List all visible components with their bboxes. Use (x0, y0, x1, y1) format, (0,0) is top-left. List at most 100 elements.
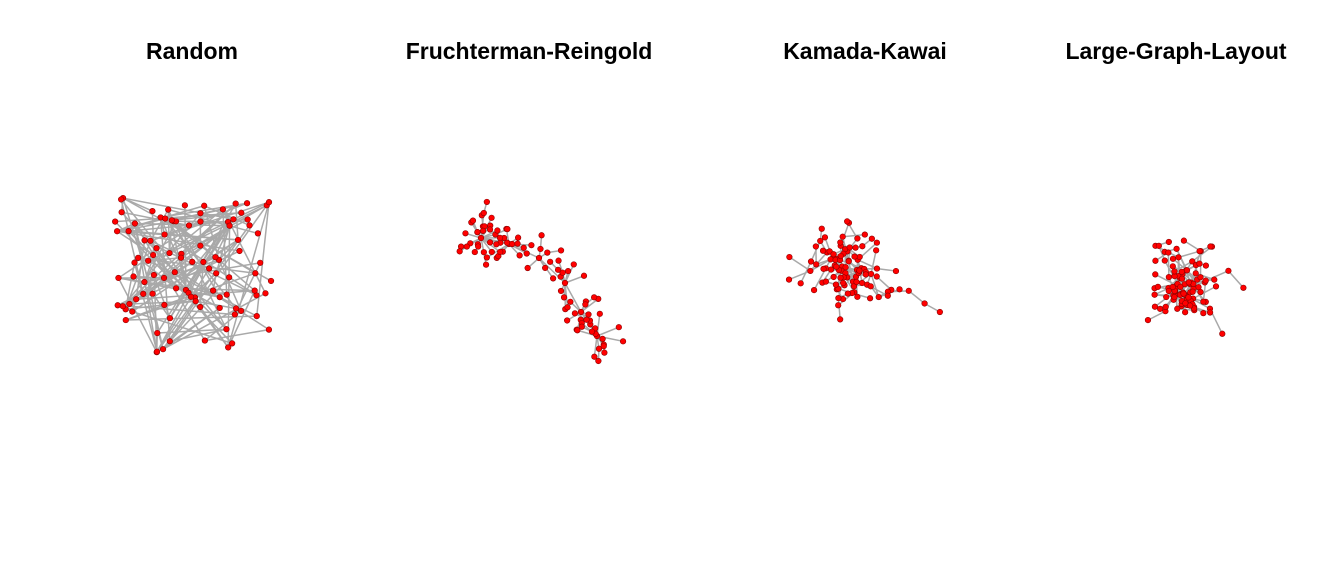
graph-node (197, 210, 204, 217)
graph-node (599, 335, 606, 342)
graph-edge (837, 298, 841, 320)
graph-node (1163, 293, 1170, 301)
graph-node (567, 298, 574, 305)
graph-node (830, 273, 837, 281)
graph-node (153, 245, 160, 252)
graph-node (118, 196, 125, 203)
graph-node (253, 312, 260, 320)
graph-node (578, 323, 585, 330)
graph-node (856, 253, 863, 261)
graph-node (1165, 274, 1172, 281)
graph-node (514, 240, 521, 247)
graph-node (197, 242, 204, 249)
graph-node (1196, 260, 1203, 267)
graph-node (166, 315, 174, 322)
graph-node (234, 236, 242, 244)
graph-node (1169, 263, 1176, 270)
graph-node (615, 324, 622, 331)
graph-node (267, 277, 275, 285)
graph-edge (215, 225, 231, 274)
graph-edge (580, 298, 599, 313)
graph-node (150, 251, 157, 259)
graph-node (477, 234, 485, 242)
graph-node (168, 217, 175, 224)
graph-edge (227, 290, 256, 348)
graph-node (1211, 276, 1218, 283)
graph-node (122, 316, 129, 324)
graph-node (564, 267, 572, 275)
graph-node (189, 258, 196, 265)
graph-node (619, 338, 627, 345)
graph-edge (162, 292, 266, 350)
graph-node (216, 304, 223, 312)
graph-node (786, 253, 793, 261)
graph-node (595, 357, 602, 365)
graph-node (166, 249, 173, 257)
graph-edge (564, 275, 585, 284)
graph-node (557, 287, 565, 295)
panel-random: Random (24, 0, 360, 576)
graph-node (141, 278, 148, 286)
graph-node (185, 222, 193, 229)
graph-node (822, 278, 829, 285)
graph-node (559, 269, 566, 276)
graph-node (819, 247, 827, 254)
graph-node (145, 257, 152, 264)
graph-node (854, 293, 861, 300)
graph-node (231, 311, 238, 318)
graph-node (520, 244, 527, 251)
graph-node (160, 274, 168, 282)
graph-node (223, 291, 230, 298)
graph-plot-large-graph-layout (1144, 237, 1247, 337)
graph-node (497, 248, 504, 256)
graph-node (257, 259, 264, 266)
graph-edge (593, 335, 598, 357)
graph-node (873, 273, 880, 280)
graph-node (585, 311, 592, 318)
graph-node (862, 271, 869, 278)
graph-node (226, 274, 233, 281)
graph-edge (1154, 273, 1178, 286)
graph-node (133, 296, 140, 303)
graph-node (115, 274, 122, 282)
graph-edge (125, 304, 165, 321)
graph-node (135, 254, 142, 261)
graph-plot-fruchterman-reingold (456, 198, 627, 365)
graph-edge (1191, 246, 1213, 262)
graph-node (1154, 283, 1162, 290)
graph-edge (114, 221, 233, 344)
graph-node (813, 261, 820, 268)
graph-node (131, 220, 138, 227)
graph-edge (134, 223, 206, 341)
graph-node (456, 248, 463, 255)
graph-node (130, 273, 137, 280)
graph-node (237, 307, 245, 315)
graph-edge (227, 201, 270, 348)
graph-node (225, 344, 232, 351)
graph-node (875, 293, 882, 301)
panel-title: Large-Graph-Layout (1065, 38, 1287, 64)
graph-node (480, 249, 487, 256)
graph-node (892, 267, 900, 275)
graph-node (1187, 302, 1194, 309)
graph-node (550, 275, 557, 282)
panel-fruchterman-reingold: Fruchterman-Reingold (361, 0, 697, 576)
graph-edge (908, 290, 926, 305)
graph-node (200, 258, 207, 266)
graph-node (1182, 300, 1189, 307)
graph-edge (150, 201, 270, 242)
graph-edge (1147, 310, 1166, 321)
graph-node (1169, 255, 1177, 262)
graph-node (845, 258, 852, 265)
graph-node (873, 265, 881, 272)
graph-node (577, 308, 585, 316)
graph-node (469, 217, 477, 224)
graph-node (564, 317, 571, 324)
graph-edge (1167, 252, 1170, 278)
graph-edge (134, 222, 230, 227)
graph-node (538, 232, 545, 239)
graph-node (868, 235, 875, 242)
graph-node (547, 258, 554, 265)
graph-node (161, 301, 168, 309)
graph-node (557, 247, 565, 254)
